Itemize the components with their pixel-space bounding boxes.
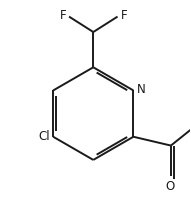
Text: F: F xyxy=(120,9,127,22)
Text: Cl: Cl xyxy=(38,130,50,143)
Text: F: F xyxy=(60,9,66,22)
Text: N: N xyxy=(137,83,146,96)
Text: O: O xyxy=(165,179,174,192)
